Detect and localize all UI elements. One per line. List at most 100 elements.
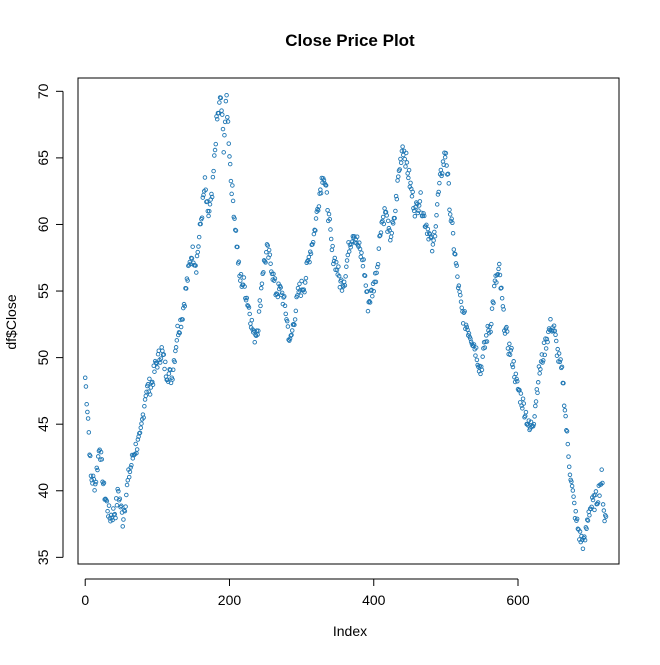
- data-point: [417, 199, 423, 204]
- data-point: [230, 198, 236, 204]
- data-point: [359, 250, 364, 256]
- data-point: [600, 480, 605, 486]
- data-point: [463, 322, 469, 328]
- data-point: [116, 489, 121, 494]
- data-point: [489, 306, 495, 311]
- data-point: [206, 213, 211, 219]
- data-point: [289, 332, 294, 338]
- data-point: [336, 264, 341, 269]
- data-point: [287, 336, 293, 341]
- x-tick-label: 600: [506, 592, 530, 608]
- y-tick-label: 60: [35, 216, 51, 232]
- data-point: [142, 397, 148, 402]
- data-point: [213, 141, 219, 147]
- data-point: [278, 285, 283, 290]
- data-point: [298, 293, 304, 298]
- data-point: [499, 285, 504, 291]
- data-point: [533, 399, 539, 404]
- data-point: [443, 150, 449, 156]
- data-point: [257, 298, 263, 303]
- data-point: [513, 371, 519, 377]
- data-point: [375, 264, 380, 270]
- data-point: [271, 271, 276, 277]
- data-point: [400, 144, 405, 149]
- data-point: [308, 251, 314, 256]
- data-point: [434, 202, 440, 207]
- data-point: [198, 221, 203, 227]
- data-point: [259, 281, 265, 287]
- data-point: [566, 454, 571, 459]
- data-point: [393, 208, 398, 214]
- data-point: [406, 167, 412, 173]
- data-point: [133, 441, 138, 447]
- data-point: [543, 346, 549, 351]
- data-point: [196, 234, 202, 240]
- data-point: [267, 252, 273, 257]
- data-point: [603, 514, 609, 519]
- data-point: [408, 180, 413, 186]
- data-point: [392, 215, 397, 221]
- data-point: [225, 119, 231, 124]
- data-point: [559, 364, 565, 370]
- data-point: [104, 498, 110, 504]
- data-point: [328, 236, 334, 242]
- data-point: [85, 409, 90, 415]
- data-point: [584, 526, 589, 531]
- data-point: [496, 266, 501, 272]
- data-point: [545, 339, 550, 345]
- data-point: [219, 108, 224, 113]
- y-axis-label: df$Close: [3, 294, 19, 349]
- data-point: [590, 497, 596, 503]
- data-point: [410, 189, 415, 195]
- data-point: [454, 263, 459, 268]
- data-point: [420, 213, 426, 219]
- data-point: [360, 263, 366, 269]
- data-point: [243, 297, 249, 303]
- data-point: [225, 115, 230, 120]
- data-point: [141, 415, 146, 420]
- data-point: [173, 348, 178, 354]
- data-point: [232, 216, 237, 221]
- data-point: [155, 351, 161, 357]
- data-point: [121, 508, 127, 513]
- data-point: [525, 423, 531, 428]
- data-point: [163, 359, 168, 365]
- data-point: [382, 206, 387, 211]
- data-point: [302, 280, 308, 285]
- data-point: [362, 273, 368, 278]
- data-point: [553, 332, 558, 337]
- data-point: [238, 271, 244, 277]
- data-point: [236, 259, 242, 265]
- data-point: [528, 419, 534, 425]
- data-point: [404, 160, 410, 165]
- data-point: [90, 481, 95, 486]
- data-point: [175, 323, 180, 329]
- data-point: [282, 294, 287, 299]
- data-point: [84, 401, 89, 407]
- data-point: [220, 112, 225, 117]
- data-point: [577, 529, 583, 534]
- data-point: [247, 311, 252, 317]
- data-point: [542, 352, 547, 358]
- data-point: [310, 242, 315, 247]
- data-point: [279, 290, 285, 296]
- data-point: [558, 357, 563, 362]
- data-point: [137, 430, 143, 436]
- data-point: [441, 162, 446, 167]
- data-point: [520, 396, 526, 401]
- data-point: [266, 247, 272, 253]
- data-point: [539, 352, 545, 357]
- data-point: [88, 473, 94, 479]
- data-point: [325, 207, 330, 213]
- data-point: [450, 231, 456, 236]
- data-point: [207, 208, 212, 214]
- data-point: [491, 283, 497, 289]
- data-point: [533, 403, 538, 409]
- data-point: [473, 345, 479, 350]
- data-point: [117, 496, 123, 502]
- data-point: [354, 234, 360, 239]
- data-point: [431, 238, 436, 243]
- data-point: [357, 240, 362, 245]
- data-point: [488, 329, 493, 335]
- data-point: [565, 441, 571, 447]
